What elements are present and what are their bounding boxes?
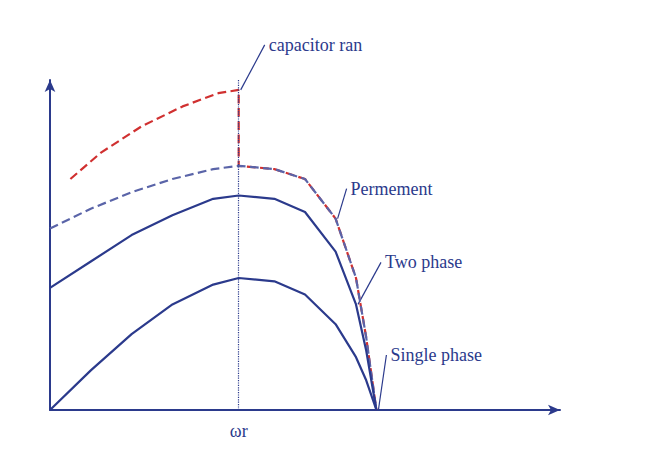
- svg-text:Single phase: Single phase: [390, 345, 482, 365]
- svg-text:Permement: Permement: [351, 179, 433, 199]
- svg-text:ωr: ωr: [230, 421, 248, 441]
- svg-text:capacitor ran: capacitor ran: [269, 35, 362, 55]
- svg-text:Two phase: Two phase: [385, 252, 462, 272]
